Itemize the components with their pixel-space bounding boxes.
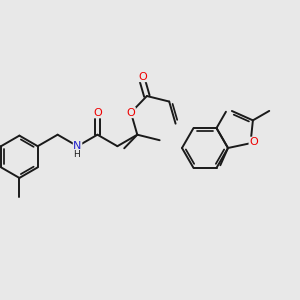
Text: O: O bbox=[127, 108, 135, 118]
Text: H: H bbox=[73, 150, 80, 159]
Text: N: N bbox=[74, 141, 82, 151]
Text: O: O bbox=[249, 137, 258, 147]
Text: O: O bbox=[138, 72, 147, 82]
Text: O: O bbox=[93, 108, 102, 118]
